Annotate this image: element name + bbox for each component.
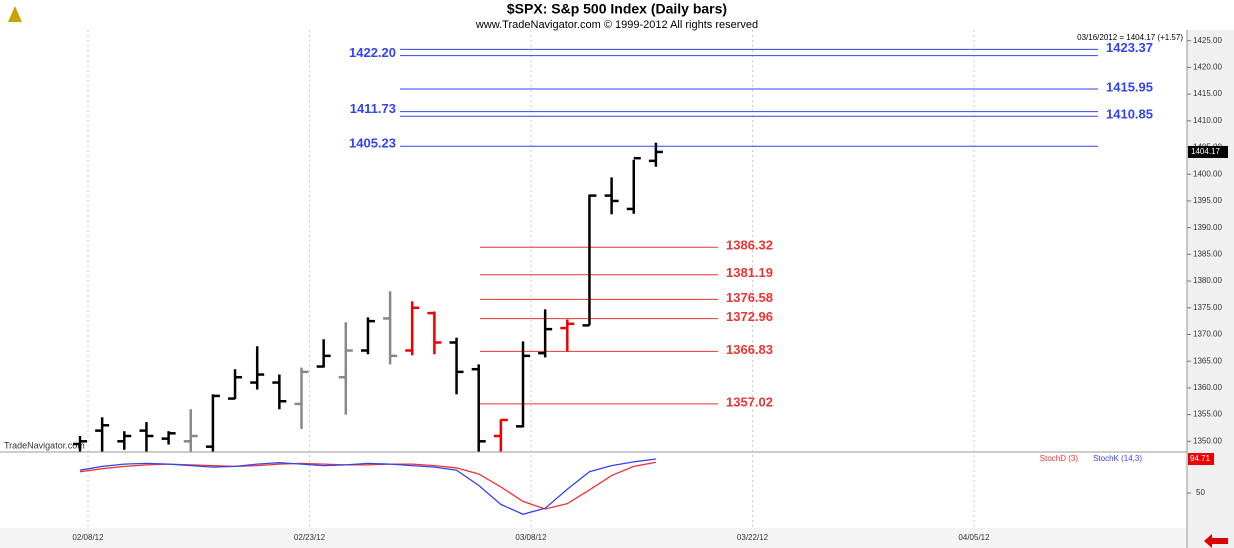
annotation: 03/16/2012 = 1404.17 (+1.57) [1077, 33, 1183, 42]
chart-title: $SPX: S&p 500 Index (Daily bars) [507, 1, 727, 17]
y-tick-label: 1350.00 [1193, 436, 1222, 445]
x-tick-label: 03/08/12 [515, 533, 547, 542]
y-tick-label: 1395.00 [1193, 196, 1222, 205]
level-label: 1423.37 [1106, 40, 1153, 55]
arrow-icon[interactable] [1204, 534, 1228, 548]
y-tick-label: 1425.00 [1193, 36, 1222, 45]
y-tick-label: 1380.00 [1193, 276, 1222, 285]
level-label: 1422.20 [349, 45, 396, 60]
level-label: 1386.32 [726, 238, 773, 253]
legend-entry: StochD (3) [1040, 454, 1079, 463]
y-tick-label: 1420.00 [1193, 63, 1222, 72]
level-label: 1415.95 [1106, 79, 1153, 94]
y-tick-label: 1415.00 [1193, 89, 1222, 98]
stoch-badge-label: 94.71 [1190, 454, 1211, 463]
price-badge [1188, 145, 1228, 158]
chart-subtitle: www.TradeNavigator.com © 1999-2012 All r… [475, 19, 758, 31]
y-tick-label: 1400.00 [1193, 169, 1222, 178]
level-label: 1410.85 [1106, 107, 1153, 122]
date-axis-panel [0, 528, 1187, 548]
x-tick-label: 04/05/12 [958, 533, 990, 542]
y-tick-label: 1385.00 [1193, 249, 1222, 258]
x-tick-label: 03/22/12 [737, 533, 769, 542]
x-tick-label: 02/08/12 [72, 533, 104, 542]
price-axis-panel [1187, 30, 1234, 548]
level-label: 1405.23 [349, 136, 396, 151]
y-tick-label: 1355.00 [1193, 410, 1222, 419]
y-tick-label: 1375.00 [1193, 303, 1222, 312]
y-tick-label: 50 [1196, 488, 1205, 497]
x-tick-label: 02/23/12 [294, 533, 326, 542]
price-badge-label: 1404.17 [1191, 147, 1220, 156]
stoch-line [79, 458, 656, 515]
level-label: 1366.83 [726, 342, 773, 357]
level-label: 1357.02 [726, 394, 773, 409]
y-tick-label: 1360.00 [1193, 383, 1222, 392]
y-tick-label: 1370.00 [1193, 330, 1222, 339]
logo [8, 6, 22, 22]
y-tick-label: 1365.00 [1193, 356, 1222, 365]
y-tick-label: 1410.00 [1193, 116, 1222, 125]
level-label: 1376.58 [726, 290, 773, 305]
level-label: 1411.73 [350, 101, 396, 116]
y-tick-label: 1390.00 [1193, 223, 1222, 232]
level-label: 1381.19 [726, 265, 773, 280]
level-label: 1372.96 [726, 309, 773, 324]
stoch-badge [1188, 453, 1214, 466]
stoch-line [79, 461, 657, 510]
legend-entry: StochK (14,3) [1093, 454, 1142, 463]
watermark: TradeNavigator.com [4, 440, 85, 450]
